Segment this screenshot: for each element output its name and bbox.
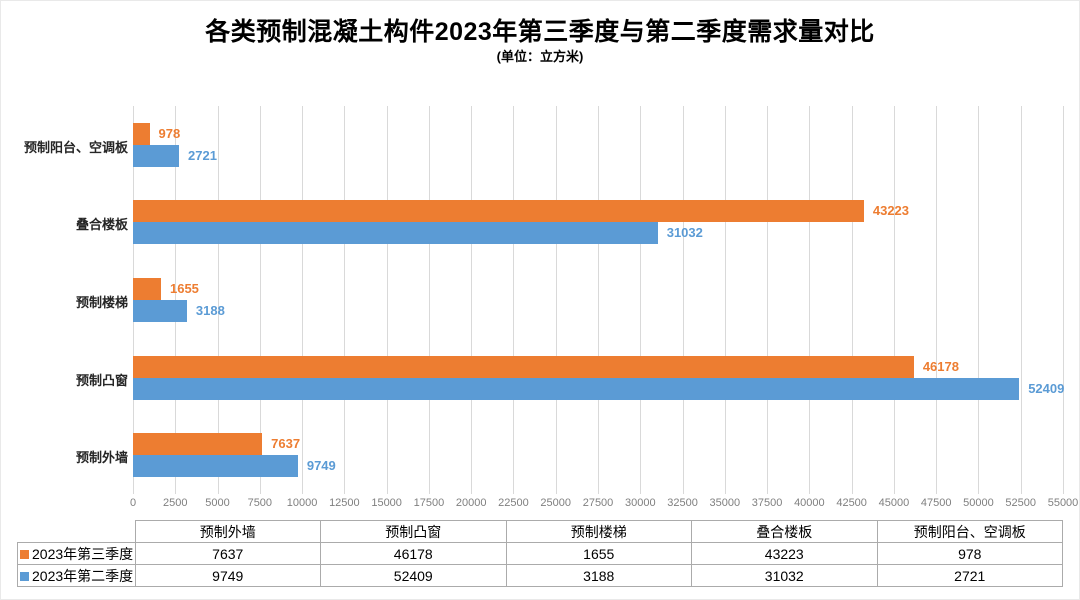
axis-tick-label: 50000 bbox=[963, 497, 994, 509]
gridline bbox=[598, 106, 599, 494]
legend-swatch bbox=[20, 571, 29, 581]
axis-tick-label: 25000 bbox=[540, 497, 572, 509]
category-label: 叠合楼板 bbox=[75, 217, 128, 233]
table-cell: 2721 bbox=[876, 564, 1063, 587]
axis-tick-label: 35000 bbox=[709, 497, 741, 509]
table-cell: 3188 bbox=[505, 564, 692, 587]
category-label: 预制外墙 bbox=[75, 450, 128, 466]
gridline bbox=[344, 106, 346, 494]
table-cell: 31032 bbox=[691, 564, 878, 587]
legend-item: 2023年第三季度 bbox=[17, 542, 136, 565]
gridline bbox=[1020, 106, 1022, 494]
bar bbox=[133, 355, 914, 378]
axis-tick-label: 15000 bbox=[371, 497, 402, 509]
category-label: 预制凸窗 bbox=[75, 372, 128, 388]
bar-value-label: 2721 bbox=[188, 147, 217, 163]
gridline bbox=[640, 106, 642, 494]
table-header-cell: 叠合楼板 bbox=[691, 520, 878, 543]
bar-value-label: 43223 bbox=[872, 203, 910, 219]
data-table: 预制外墙 预制凸窗 预制楼梯 叠合楼板 预制阳台、空调板 2023年第三季度 7637 461… bbox=[17, 520, 1063, 587]
table-cell: 7637 bbox=[134, 542, 321, 565]
gridline bbox=[428, 106, 430, 494]
bar-value-label: 3188 bbox=[195, 303, 225, 318]
gridline bbox=[893, 106, 895, 494]
table-cell: 43223 bbox=[691, 542, 878, 565]
legend-swatch bbox=[20, 549, 29, 559]
gridline bbox=[936, 106, 938, 494]
axis-tick-label: 10000 bbox=[286, 497, 318, 509]
chart-title: 各类预制混凝土构件2023年第三季度与第二季度需求量对比 bbox=[205, 18, 875, 46]
gridline bbox=[851, 106, 853, 494]
gridline bbox=[217, 106, 219, 494]
axis-tick-label: 20000 bbox=[455, 497, 487, 509]
table-row: 2023年第二季度 9749 52409 3188 31032 2721 bbox=[17, 564, 1063, 587]
gridline bbox=[809, 106, 811, 494]
axis-tick-label: 52500 bbox=[1005, 497, 1037, 509]
gridline bbox=[767, 106, 769, 494]
bar bbox=[133, 222, 658, 245]
table-header-cell: 预制阳台、空调板 bbox=[876, 520, 1063, 543]
bar bbox=[133, 455, 298, 478]
table-header-cell: 预制凸窗 bbox=[320, 520, 507, 543]
bar-value-label: 9749 bbox=[306, 458, 336, 474]
bar-value-label: 52409 bbox=[1028, 380, 1065, 396]
gridline bbox=[978, 106, 980, 494]
bar bbox=[133, 122, 150, 145]
axis-tick-label: 0 bbox=[129, 497, 137, 509]
chart-subtitle: (单位：立方米) bbox=[496, 49, 584, 64]
category-label: 预制楼梯 bbox=[75, 295, 128, 310]
table-cell: 46178 bbox=[320, 542, 507, 565]
bar-value-label: 1655 bbox=[169, 281, 199, 296]
bar-value-label: 978 bbox=[158, 125, 181, 141]
table-cell: 978 bbox=[876, 542, 1063, 565]
table-cell: 52409 bbox=[320, 564, 507, 587]
bar bbox=[133, 377, 1020, 400]
table-cell: 1655 bbox=[505, 542, 692, 565]
axis-tick-label: 45000 bbox=[878, 497, 910, 509]
axis-tick-label: 47500 bbox=[920, 497, 952, 509]
table-header-cell: 预制楼梯 bbox=[505, 520, 692, 543]
gridline bbox=[302, 106, 304, 494]
axis-tick-label: 22500 bbox=[498, 497, 529, 509]
table-header-cell: 预制外墙 bbox=[134, 520, 321, 543]
gridline bbox=[682, 106, 684, 494]
bar bbox=[133, 278, 161, 300]
axis-tick-label: 12500 bbox=[329, 497, 360, 509]
table-row: 2023年第三季度 7637 46178 1655 43223 978 bbox=[17, 542, 1063, 565]
axis-tick-label: 17500 bbox=[413, 497, 445, 509]
axis-tick-label: 32500 bbox=[667, 497, 698, 509]
gridline bbox=[386, 106, 388, 494]
axis-tick-label: 37500 bbox=[751, 497, 783, 509]
bar-value-label: 31032 bbox=[666, 225, 703, 241]
legend-item: 2023年第二季度 bbox=[17, 564, 136, 587]
gridline bbox=[259, 106, 261, 494]
axis-tick-label: 42500 bbox=[836, 497, 867, 509]
bar bbox=[133, 300, 187, 322]
bar bbox=[133, 433, 263, 456]
gridline bbox=[471, 106, 473, 494]
axis-tick-label: 55000 bbox=[1047, 497, 1079, 509]
data-table-wrap: 预制外墙 预制凸窗 预制楼梯 叠合楼板 预制阳台、空调板 2023年第三季度 7637 461… bbox=[17, 520, 1063, 587]
bar bbox=[133, 200, 864, 223]
axis-tick-label: 27500 bbox=[582, 497, 614, 509]
bar-value-label: 46178 bbox=[922, 358, 959, 374]
axis-tick-label: 40000 bbox=[794, 497, 825, 509]
bar bbox=[133, 144, 179, 167]
table-cell: 9749 bbox=[134, 564, 321, 587]
gridline bbox=[513, 106, 515, 494]
axis-tick-label: 5000 bbox=[205, 497, 230, 509]
plot-area: 978 2721 43223 31032 1655 3188 46178 52409 7637 9… bbox=[133, 106, 1065, 494]
gridline bbox=[1063, 106, 1064, 494]
gridline bbox=[555, 106, 557, 494]
axis-tick-label: 30000 bbox=[624, 497, 656, 509]
bar-value-label: 7637 bbox=[271, 436, 301, 452]
axis-tick-label: 2500 bbox=[163, 497, 188, 509]
table-corner-cell bbox=[17, 520, 135, 543]
gridline bbox=[724, 106, 726, 494]
axis-tick-label: 7500 bbox=[247, 497, 273, 509]
table-header-row: 预制外墙 预制凸窗 预制楼梯 叠合楼板 预制阳台、空调板 bbox=[17, 520, 1063, 543]
category-label: 预制阳台、空调板 bbox=[23, 139, 128, 155]
